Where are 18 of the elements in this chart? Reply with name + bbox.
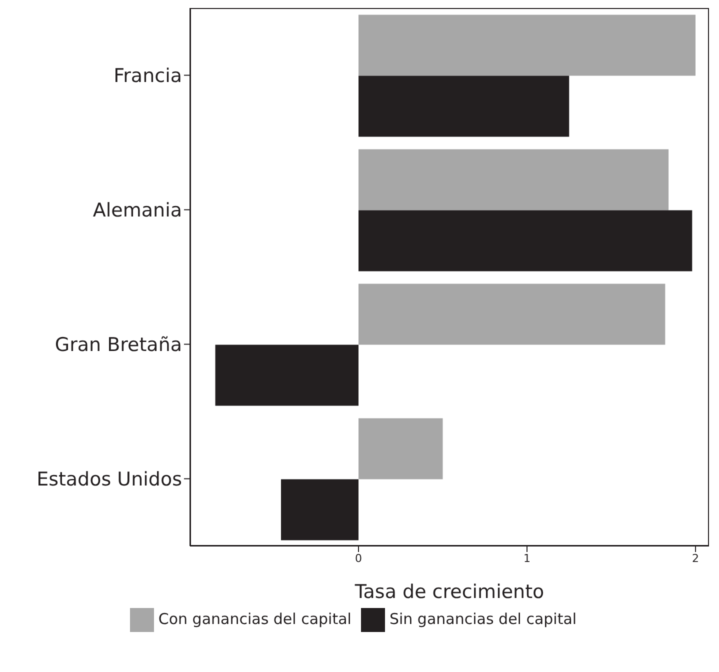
bar — [280, 479, 359, 540]
bar — [358, 210, 692, 272]
bar — [358, 76, 570, 137]
bar — [358, 14, 696, 76]
y-tick-label: Francia — [114, 64, 182, 87]
bar — [358, 149, 669, 210]
bar — [358, 284, 666, 345]
legend-label: Con ganancias del capital — [158, 610, 352, 628]
x-tick-label: 1 — [524, 552, 531, 565]
legend-label: Sin ganancias del capital — [389, 610, 577, 628]
y-tick-label: Alemania — [92, 199, 182, 222]
y-tick-label: Gran Bretaña — [54, 334, 182, 356]
x-axis-title: Tasa de crecimiento — [354, 581, 544, 603]
bar — [215, 344, 359, 406]
x-tick-label: 0 — [355, 552, 362, 565]
x-tick-label: 2 — [692, 552, 700, 565]
y-tick-label: Estados Unidos — [36, 468, 182, 490]
bar — [358, 418, 443, 480]
